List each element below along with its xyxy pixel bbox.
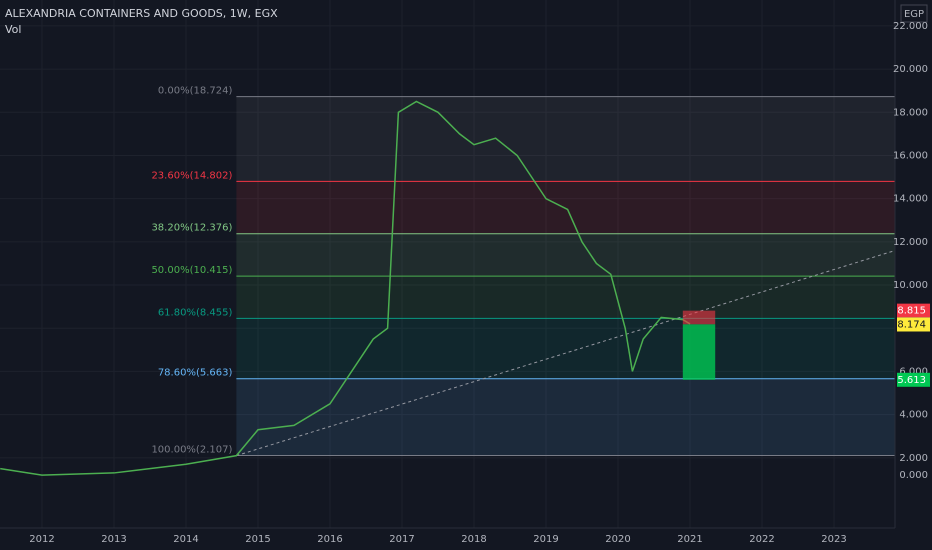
fib-band xyxy=(236,96,895,182)
fib-label: 61.80%(8.455) xyxy=(158,307,233,318)
price-label-bg xyxy=(897,317,930,332)
y-tick-label: 2.000 xyxy=(899,453,928,464)
price-line xyxy=(0,100,691,476)
price-label-bg xyxy=(897,372,930,387)
symbol-title: ALEXANDRIA CONTAINERS AND GOODS, 1W, EGX xyxy=(5,7,278,20)
x-tick-label: 2023 xyxy=(821,534,846,545)
x-tick-label: 2020 xyxy=(605,534,630,545)
y-tick-label: 6.000 xyxy=(899,366,928,377)
y-tick-label: 4.000 xyxy=(899,410,928,421)
x-tick-label: 2021 xyxy=(677,534,702,545)
currency: EGP xyxy=(904,9,924,20)
y-tick-label: 14.000 xyxy=(893,194,928,205)
y-tick-label: 18.000 xyxy=(893,107,928,118)
price-label: 8.174 xyxy=(897,319,926,330)
fib-band xyxy=(236,276,895,319)
volume-tick-label: 0.000 xyxy=(899,470,928,481)
fib-label: 0.00%(18.724) xyxy=(158,86,233,97)
y-tick-label: 20.000 xyxy=(893,64,928,75)
price-label: 5.613 xyxy=(897,375,926,386)
y-tick-label: 12.000 xyxy=(893,237,928,248)
volume-indicator[interactable]: Vol xyxy=(5,23,21,36)
currency-box[interactable] xyxy=(900,4,928,23)
y-tick-label: 16.000 xyxy=(893,150,928,161)
x-tick-label: 2022 xyxy=(749,534,774,545)
fib-label: 50.00%(10.415) xyxy=(151,265,232,276)
price-label: 8.815 xyxy=(897,306,926,317)
x-tick-label: 2018 xyxy=(461,534,486,545)
trend-line xyxy=(236,250,896,457)
stop-zone xyxy=(682,310,716,325)
x-tick-label: 2013 xyxy=(101,534,126,545)
fib-label: 38.20%(12.376) xyxy=(151,223,232,234)
x-tick-label: 2012 xyxy=(29,534,54,545)
fib-band xyxy=(236,181,895,234)
fib-label: 78.60%(5.663) xyxy=(158,368,233,379)
y-tick-label: 10.000 xyxy=(893,280,928,291)
target-zone xyxy=(682,324,716,380)
y-tick-label: 22.000 xyxy=(893,21,928,32)
x-tick-label: 2014 xyxy=(173,534,198,545)
x-tick-label: 2019 xyxy=(533,534,558,545)
x-tick-label: 2017 xyxy=(389,534,414,545)
fib-label: 100.00%(2.107) xyxy=(151,445,232,456)
fib-band xyxy=(236,378,895,456)
fib-band xyxy=(236,318,895,379)
fib-band xyxy=(236,233,895,277)
x-tick-label: 2016 xyxy=(317,534,342,545)
fib-label: 23.60%(14.802) xyxy=(151,170,232,181)
price-label-bg xyxy=(897,303,930,318)
x-tick-label: 2015 xyxy=(245,534,270,545)
